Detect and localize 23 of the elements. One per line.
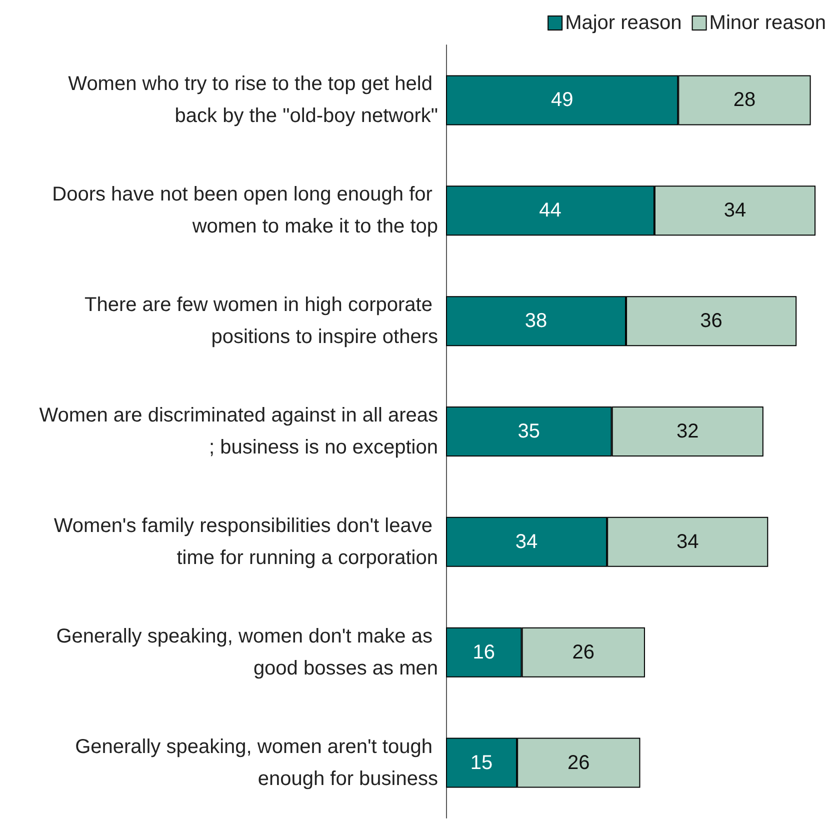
data-label: 16 [472, 641, 496, 664]
data-label: 49 [550, 89, 574, 112]
data-label: 32 [676, 420, 699, 442]
y-tick-label: Generally speaking, women don't make as good bosses as men [56, 625, 438, 680]
data-label: 34 [676, 530, 699, 553]
data-label: 15 [470, 752, 493, 774]
data-label: 35 [518, 420, 540, 442]
data-label: 34 [724, 200, 746, 222]
y-tick-label: There are few women in high corporate positions to inspire others [84, 294, 438, 348]
y-tick-label: Generally speaking, women aren't tough enough for business [75, 736, 438, 790]
data-label: 44 [539, 200, 562, 222]
legend-label: Major reason [565, 12, 682, 34]
data-label: 38 [524, 310, 548, 332]
y-tick-label: Women who try to rise to the top get held back by the "old-boy network" [68, 73, 438, 128]
legend-label: Minor reason [709, 12, 826, 34]
y-tick-label: Women are discriminated against in all areas; business is no exception [39, 404, 438, 458]
data-label: 28 [733, 89, 756, 112]
data-label: 36 [700, 310, 722, 332]
y-tick-label: Women's family responsibilities don't leave time for running a corporation [54, 514, 438, 569]
data-label: 26 [572, 641, 595, 664]
y-tick-label: Doors have not been open long enough for women to make it to the top [52, 184, 438, 238]
data-label: 26 [568, 752, 590, 774]
data-label: 34 [515, 530, 538, 553]
